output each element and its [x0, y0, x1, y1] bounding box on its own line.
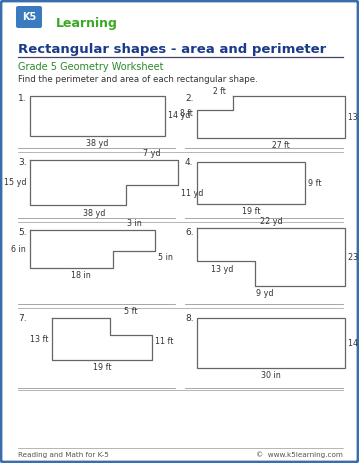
FancyBboxPatch shape	[16, 6, 42, 28]
Text: 9 ft: 9 ft	[308, 179, 322, 188]
Text: 8 ft: 8 ft	[180, 110, 193, 119]
Text: 7 yd: 7 yd	[143, 150, 161, 158]
Text: 19 ft: 19 ft	[93, 363, 111, 373]
Text: Find the perimeter and area of each rectangular shape.: Find the perimeter and area of each rect…	[18, 75, 258, 85]
Text: 6 in: 6 in	[11, 244, 26, 254]
Bar	[197, 162, 305, 204]
Text: 11 yd: 11 yd	[181, 188, 204, 198]
Text: 2 ft: 2 ft	[213, 87, 225, 95]
Text: 9 yd: 9 yd	[256, 289, 274, 299]
Text: 1.: 1.	[18, 94, 27, 103]
Text: 38 yd: 38 yd	[86, 139, 109, 149]
Text: 15 yd: 15 yd	[4, 178, 26, 187]
Text: 3.: 3.	[18, 158, 27, 167]
Text: Reading and Math for K-5: Reading and Math for K-5	[18, 452, 109, 458]
Text: 13 yd: 13 yd	[211, 264, 233, 274]
Text: 3 in: 3 in	[127, 219, 141, 229]
Text: 22 yd: 22 yd	[260, 218, 282, 226]
Text: 14 in: 14 in	[348, 338, 359, 348]
Text: 5.: 5.	[18, 228, 27, 237]
Text: 11 ft: 11 ft	[155, 337, 173, 345]
Text: 13 ft: 13 ft	[30, 334, 48, 344]
Text: 7.: 7.	[18, 314, 27, 323]
Bar	[197, 318, 345, 368]
Text: 14 yd: 14 yd	[168, 112, 190, 120]
Text: 5 ft: 5 ft	[124, 307, 138, 317]
Text: K5: K5	[22, 12, 36, 22]
Text: ©  www.k5learning.com: © www.k5learning.com	[256, 452, 343, 458]
Text: 13 ft: 13 ft	[348, 113, 359, 121]
Text: 6.: 6.	[185, 228, 194, 237]
Text: Learning: Learning	[56, 18, 118, 31]
Bar	[30, 96, 165, 136]
Text: 27 ft: 27 ft	[272, 142, 290, 150]
Text: 5 in: 5 in	[158, 253, 173, 262]
Text: Rectangular shapes - area and perimeter: Rectangular shapes - area and perimeter	[18, 44, 326, 56]
Text: 19 ft: 19 ft	[242, 207, 260, 217]
Text: 38 yd: 38 yd	[83, 208, 105, 218]
Text: 8.: 8.	[185, 314, 194, 323]
Text: 30 in: 30 in	[261, 371, 281, 381]
Text: 18 in: 18 in	[71, 271, 90, 281]
Text: 2.: 2.	[185, 94, 194, 103]
Text: Grade 5 Geometry Worksheet: Grade 5 Geometry Worksheet	[18, 62, 163, 72]
Text: 4.: 4.	[185, 158, 194, 167]
Text: 23 yd: 23 yd	[348, 252, 359, 262]
